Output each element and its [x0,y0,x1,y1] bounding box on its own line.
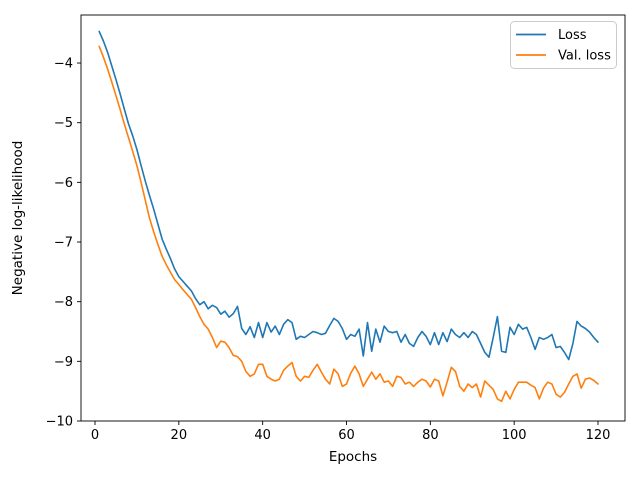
legend-label-loss: Loss [558,28,587,43]
x-tick-label: 80 [422,428,439,443]
legend-label-val-loss: Val. loss [558,49,611,64]
legend: Loss Val. loss [510,21,617,69]
x-tick-label: 0 [91,428,99,443]
y-tick-label: −4 [54,57,73,72]
y-tick-label: −10 [46,415,73,430]
y-tick-label: −8 [54,295,73,310]
series-line-loss [98,30,599,361]
y-axis-label: Negative log-likelihood [10,141,26,296]
x-axis-label: Epochs [329,449,377,465]
x-tick-label: 60 [338,428,355,443]
legend-box [510,21,617,69]
x-axis-ticks: 0 20 40 60 80 100 120 [91,421,611,443]
y-tick-label: −5 [54,116,73,131]
x-tick-label: 100 [502,428,527,443]
x-tick-label: 40 [254,428,271,443]
y-tick-label: −7 [54,236,73,251]
y-tick-label: −9 [54,355,73,370]
x-tick-label: 120 [586,428,611,443]
y-axis-ticks: −4 −5 −6 −7 −8 −9 −10 [46,57,81,430]
plot-border [80,14,626,422]
x-tick-label: 20 [171,428,188,443]
series-lines [98,30,599,403]
y-tick-label: −6 [54,176,73,191]
series-line-val-loss [98,45,599,403]
